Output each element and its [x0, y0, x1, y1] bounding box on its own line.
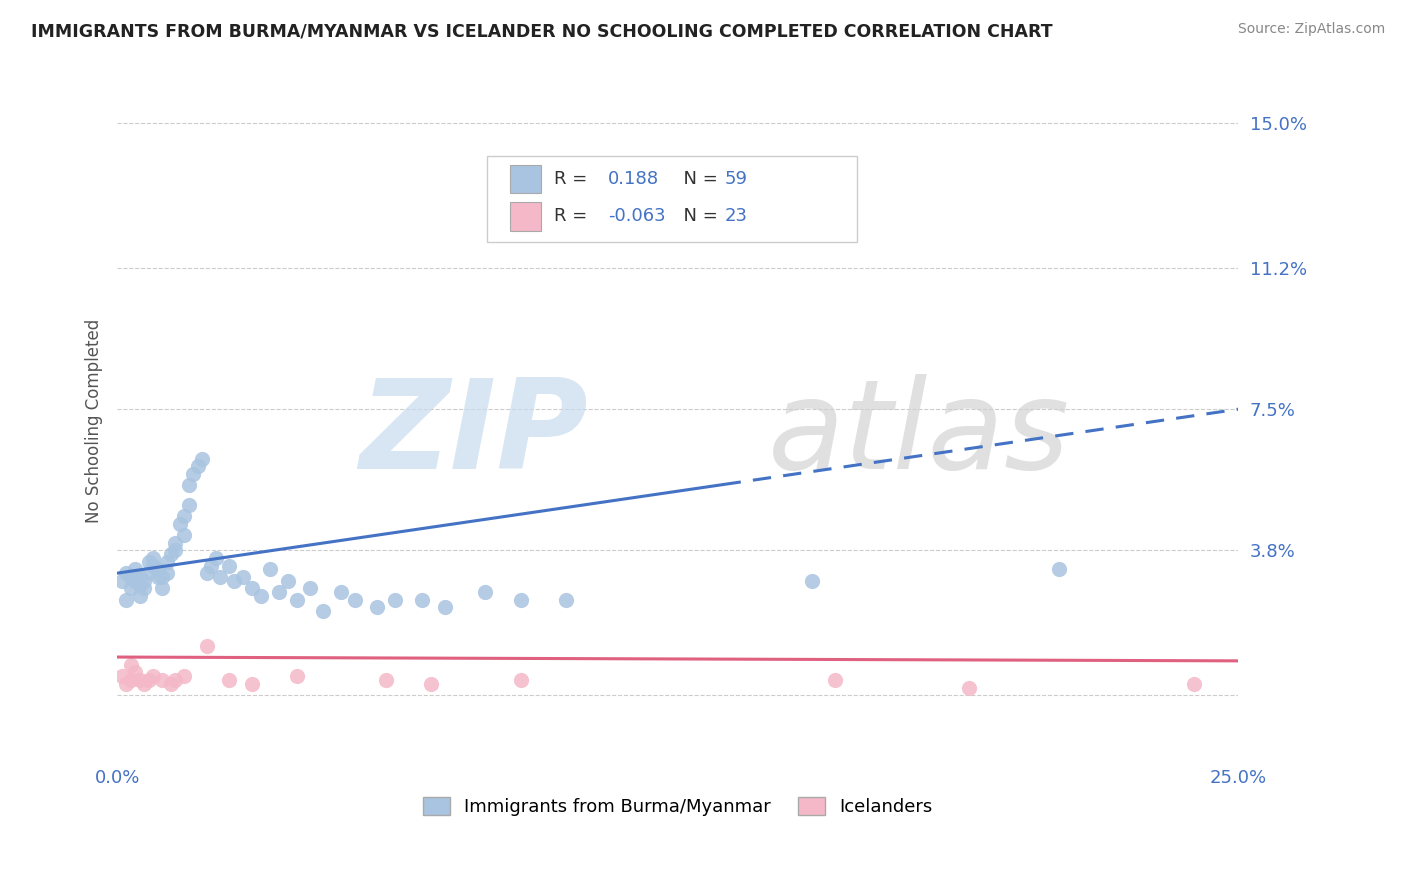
Point — [124, 562, 146, 576]
Point — [173, 508, 195, 523]
Point — [433, 600, 456, 615]
Point — [384, 592, 406, 607]
Point — [155, 566, 177, 581]
Point — [111, 574, 134, 588]
Point — [285, 669, 308, 683]
Point — [200, 558, 222, 573]
Text: ZIP: ZIP — [360, 374, 588, 495]
Point — [375, 673, 398, 687]
Point — [249, 589, 271, 603]
FancyBboxPatch shape — [509, 202, 541, 230]
Point — [115, 592, 138, 607]
Point — [232, 570, 254, 584]
Point — [1182, 677, 1205, 691]
Legend: Immigrants from Burma/Myanmar, Icelanders: Immigrants from Burma/Myanmar, Icelander… — [416, 789, 941, 823]
Point — [115, 566, 138, 581]
Point — [165, 535, 187, 549]
Text: R =: R = — [554, 207, 593, 225]
Point — [195, 639, 218, 653]
Point — [146, 570, 169, 584]
Point — [150, 570, 173, 584]
Point — [509, 592, 531, 607]
Point — [155, 555, 177, 569]
Point — [824, 673, 846, 687]
Text: Source: ZipAtlas.com: Source: ZipAtlas.com — [1237, 22, 1385, 37]
Point — [312, 604, 335, 618]
Point — [177, 478, 200, 492]
FancyBboxPatch shape — [488, 156, 858, 242]
Point — [330, 585, 353, 599]
Text: IMMIGRANTS FROM BURMA/MYANMAR VS ICELANDER NO SCHOOLING COMPLETED CORRELATION CH: IMMIGRANTS FROM BURMA/MYANMAR VS ICELAND… — [31, 22, 1053, 40]
Point — [146, 562, 169, 576]
Text: -0.063: -0.063 — [609, 207, 666, 225]
Point — [218, 558, 240, 573]
Point — [150, 582, 173, 596]
Point — [554, 592, 576, 607]
Point — [124, 574, 146, 588]
Y-axis label: No Schooling Completed: No Schooling Completed — [86, 318, 103, 523]
Point — [128, 577, 150, 591]
Point — [142, 550, 165, 565]
Point — [120, 673, 142, 687]
Point — [138, 673, 160, 687]
Text: N =: N = — [672, 170, 724, 188]
Text: 0.188: 0.188 — [609, 170, 659, 188]
Point — [195, 566, 218, 581]
Text: R =: R = — [554, 170, 593, 188]
FancyBboxPatch shape — [509, 165, 541, 194]
Point — [128, 589, 150, 603]
Point — [299, 582, 322, 596]
Point — [267, 585, 290, 599]
Point — [142, 669, 165, 683]
Point — [957, 681, 980, 695]
Point — [277, 574, 299, 588]
Point — [222, 574, 245, 588]
Point — [120, 657, 142, 672]
Point — [801, 574, 824, 588]
Point — [142, 558, 165, 573]
Text: 23: 23 — [725, 207, 748, 225]
Point — [124, 665, 146, 680]
Point — [191, 451, 214, 466]
Point — [132, 574, 155, 588]
Point — [209, 570, 232, 584]
Point — [173, 669, 195, 683]
Point — [160, 547, 183, 561]
Point — [132, 677, 155, 691]
Point — [115, 677, 138, 691]
Point — [509, 673, 531, 687]
Point — [120, 570, 142, 584]
Point — [120, 582, 142, 596]
Point — [259, 562, 281, 576]
Point — [165, 673, 187, 687]
Point — [138, 566, 160, 581]
Point — [474, 585, 496, 599]
Point — [366, 600, 388, 615]
Point — [150, 673, 173, 687]
Point — [160, 677, 183, 691]
Text: 59: 59 — [725, 170, 748, 188]
Point — [111, 669, 134, 683]
Point — [285, 592, 308, 607]
Point — [343, 592, 366, 607]
Point — [240, 677, 263, 691]
Point — [1047, 562, 1070, 576]
Point — [165, 543, 187, 558]
Point — [177, 498, 200, 512]
Point — [411, 592, 433, 607]
Point — [205, 550, 228, 565]
Point — [138, 555, 160, 569]
Point — [128, 673, 150, 687]
Text: N =: N = — [672, 207, 724, 225]
Point — [240, 582, 263, 596]
Point — [128, 570, 150, 584]
Point — [218, 673, 240, 687]
Point — [173, 528, 195, 542]
Point — [132, 582, 155, 596]
Text: atlas: atlas — [768, 374, 1070, 495]
Point — [183, 467, 205, 481]
Point — [169, 516, 191, 531]
Point — [420, 677, 443, 691]
Point — [187, 459, 209, 474]
